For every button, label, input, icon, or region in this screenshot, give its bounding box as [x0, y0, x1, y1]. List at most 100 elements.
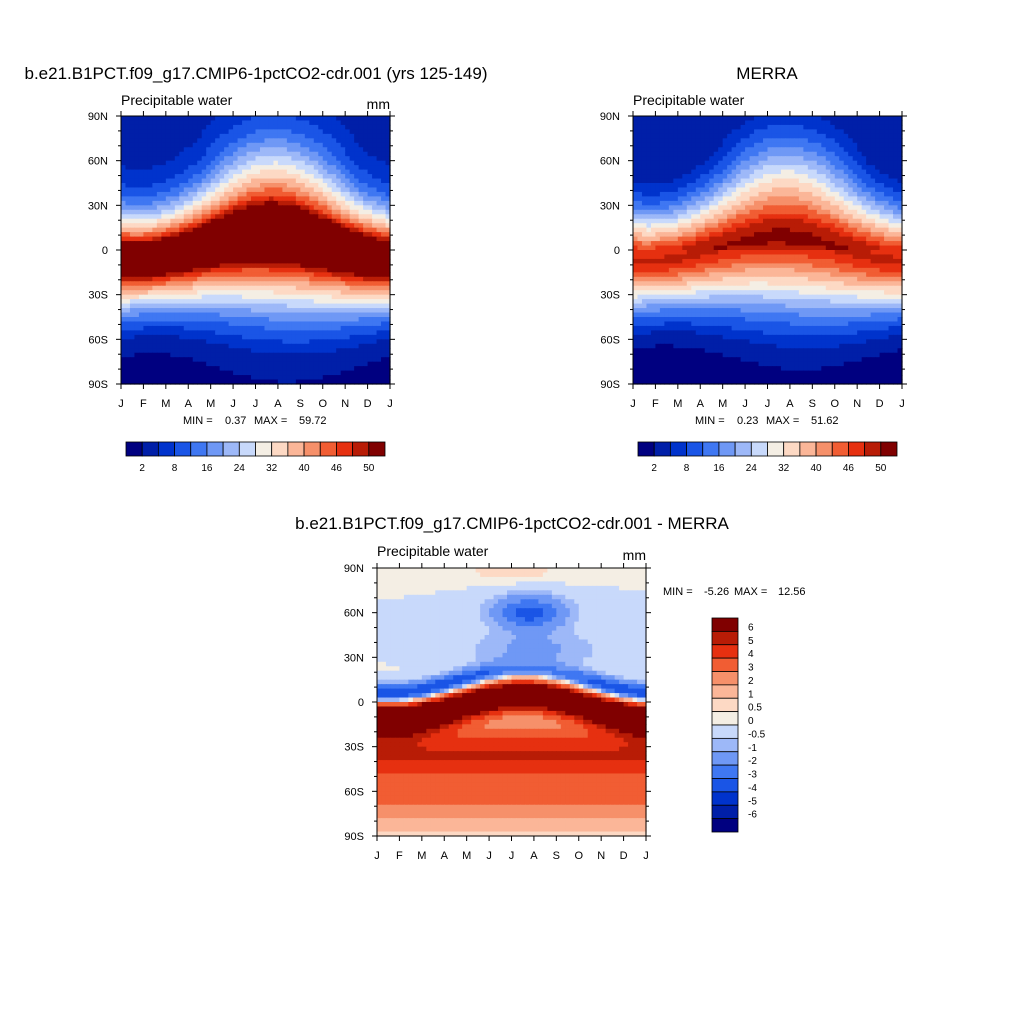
field-cell [700, 209, 706, 215]
field-cell [183, 205, 189, 211]
field-cell [376, 285, 382, 291]
field-cell [309, 232, 315, 238]
field-cell [291, 366, 297, 372]
field-cell [170, 281, 176, 287]
field-cell [246, 348, 252, 354]
field-cell [893, 165, 899, 171]
field-cell [875, 169, 881, 175]
field-cell [268, 209, 275, 215]
field-cell [259, 120, 266, 126]
field-cell [749, 160, 755, 166]
y-tick-label: 90S [88, 379, 108, 391]
field-cell [309, 209, 315, 215]
field-cell [215, 196, 221, 202]
field-cell [857, 138, 863, 144]
field-cell [188, 308, 194, 314]
field-cell [129, 375, 136, 381]
field-cell [309, 250, 315, 256]
field-cell [282, 156, 288, 162]
field-cell [354, 120, 360, 126]
field-cell [138, 129, 145, 135]
field-cell [277, 241, 283, 247]
field-cell [273, 281, 279, 287]
field-cell [736, 191, 742, 197]
field-cell [655, 200, 661, 206]
field-cell [183, 183, 189, 189]
field-cell [277, 348, 283, 354]
field-cell [372, 227, 378, 233]
field-cell [138, 343, 145, 349]
field-cell [718, 165, 724, 171]
field-cell [340, 281, 346, 287]
field-cell [372, 321, 378, 327]
field-cell [704, 116, 710, 122]
field-cell [286, 254, 292, 260]
field-cell [803, 187, 809, 193]
field-cell [125, 191, 131, 197]
field-cell [857, 205, 863, 211]
field-cell [372, 308, 378, 314]
field-cell [367, 263, 373, 269]
field-cell [304, 147, 310, 153]
field-cell [197, 205, 203, 211]
field-cell [897, 205, 903, 211]
field-cell [129, 129, 136, 135]
field-cell [349, 178, 355, 184]
field-cell [233, 267, 239, 273]
field-cell [727, 160, 733, 166]
field-cell [763, 120, 769, 126]
field-cell [376, 124, 382, 130]
field-cell [318, 357, 324, 363]
field-cell [224, 214, 230, 220]
field-cell [192, 200, 198, 206]
field-cell [354, 294, 360, 300]
field-cell [830, 174, 836, 180]
field-cell [358, 223, 364, 229]
field-cell [152, 169, 158, 175]
field-cell [780, 178, 787, 184]
field-cell [372, 151, 378, 157]
field-cell [771, 156, 778, 162]
field-cell [233, 250, 239, 256]
field-cell [704, 147, 710, 153]
field-cell [197, 116, 203, 122]
field-cell [861, 205, 867, 211]
field-cell [673, 120, 679, 126]
field-cell [668, 147, 674, 153]
field-cell [179, 325, 185, 331]
field-cell [264, 325, 270, 331]
field-cell [816, 129, 822, 135]
field-cell [340, 330, 346, 336]
field-cell [259, 169, 266, 175]
field-cell [695, 187, 701, 193]
field-cell [677, 209, 683, 215]
field-cell [210, 187, 216, 193]
field-cell [147, 312, 153, 318]
field-cell [237, 254, 243, 260]
field-cell [349, 156, 355, 162]
field-cell [349, 308, 355, 314]
field-cell [165, 156, 171, 162]
field-cell [291, 299, 297, 305]
field-cell [179, 133, 185, 139]
field-cell [282, 370, 288, 376]
field-cell [843, 165, 849, 171]
field-cell [897, 160, 903, 166]
field-cell [129, 200, 136, 206]
field-cell [385, 379, 391, 385]
field-cell [152, 223, 158, 229]
field-cell [255, 343, 261, 349]
field-cell [188, 156, 194, 162]
field-cell [331, 348, 337, 354]
field-cell [170, 321, 176, 327]
field-cell [152, 133, 158, 139]
field-cell [255, 187, 261, 193]
field-cell [161, 361, 167, 367]
field-cell [233, 361, 239, 367]
colorbar-label: 8 [172, 463, 178, 474]
field-cell [893, 174, 899, 180]
field-cell [331, 156, 337, 162]
field-cell [879, 156, 885, 162]
x-tick-label: J [387, 398, 393, 410]
field-cell [179, 196, 185, 202]
